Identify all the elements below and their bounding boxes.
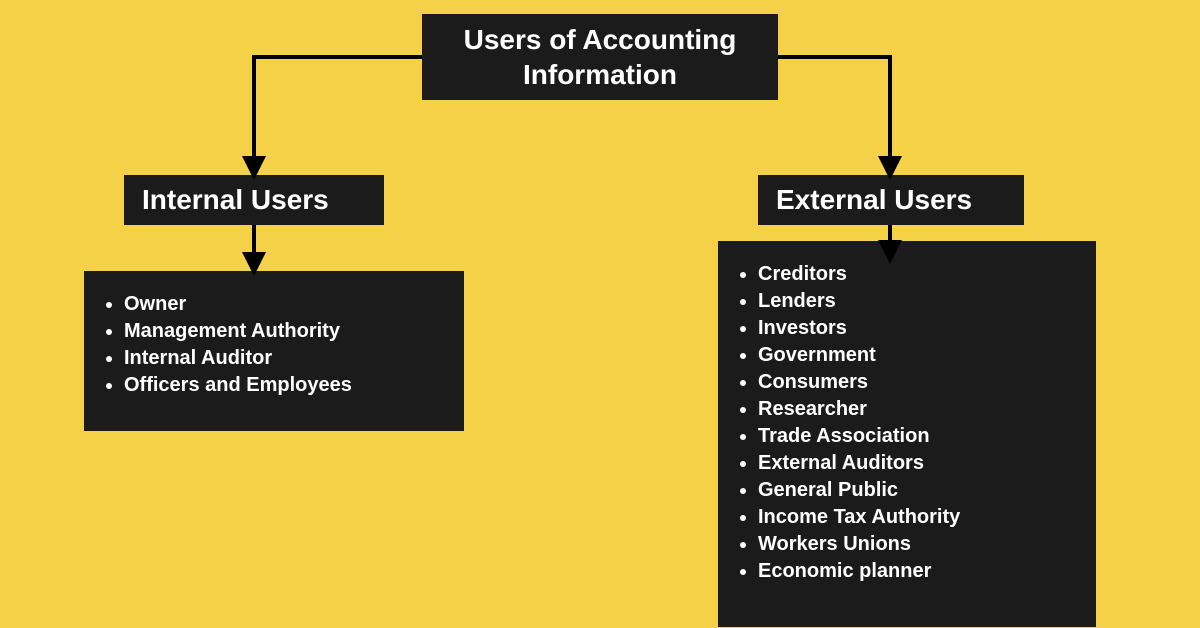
- connector-line: [254, 57, 422, 168]
- connectors: [0, 0, 1200, 628]
- connector-line: [778, 57, 890, 168]
